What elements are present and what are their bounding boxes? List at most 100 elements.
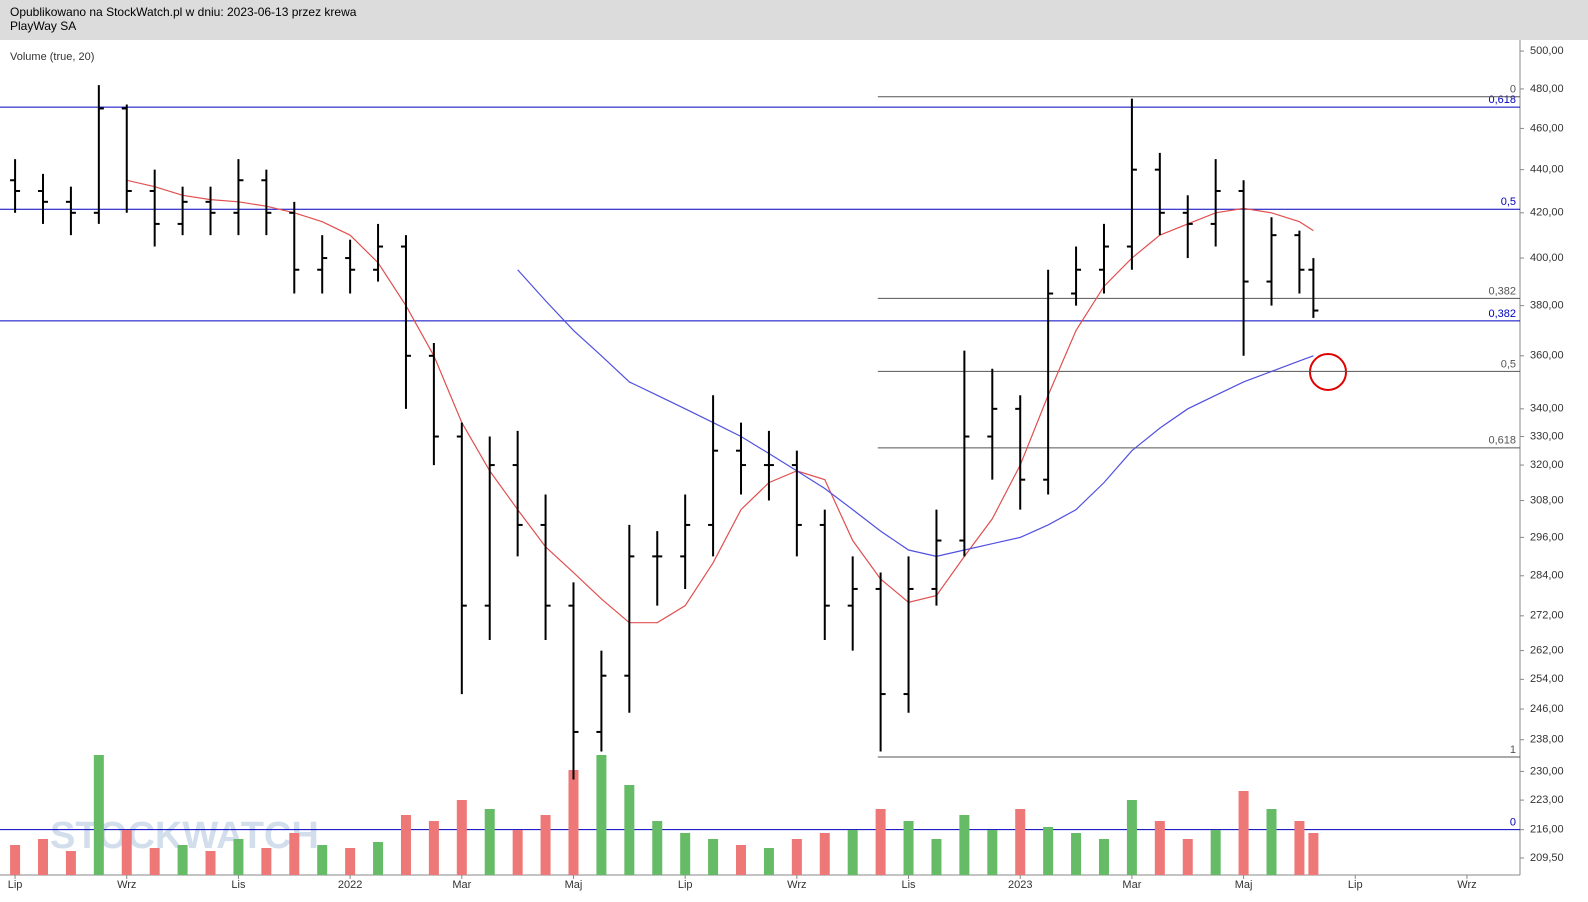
volume-bar xyxy=(1126,800,1137,875)
volume-bar xyxy=(736,845,747,875)
volume-bar xyxy=(1154,821,1165,875)
moving-average xyxy=(126,179,1314,624)
volume-bar xyxy=(149,848,160,875)
y-tick-label: 246,00 xyxy=(1530,703,1564,715)
y-tick-label: 238,00 xyxy=(1530,734,1564,746)
x-tick-label: Wrz xyxy=(117,879,136,891)
y-tick-label: 272,00 xyxy=(1530,610,1564,622)
volume-bar xyxy=(456,800,467,875)
y-tick-label: 230,00 xyxy=(1530,765,1564,777)
volume-bar xyxy=(10,845,21,875)
fib-label: 0,5 xyxy=(1501,196,1516,208)
volume-bar xyxy=(959,815,970,875)
y-tick-label: 340,00 xyxy=(1530,403,1564,415)
volume-bar xyxy=(233,839,244,875)
volume-bar xyxy=(903,821,914,875)
volume-bar xyxy=(680,833,691,875)
volume-bar xyxy=(93,755,104,875)
fib-label: 0,618 xyxy=(1488,435,1516,447)
y-tick-label: 360,00 xyxy=(1530,350,1564,362)
volume-bar xyxy=(596,755,607,875)
volume-bar xyxy=(317,845,328,875)
y-tick-label: 460,00 xyxy=(1530,122,1564,134)
publish-line: Opublikowano na StockWatch.pl w dniu: 20… xyxy=(10,5,357,19)
x-tick-label: Maj xyxy=(1235,879,1253,891)
volume-bar xyxy=(1266,809,1277,875)
volume-bar xyxy=(987,830,998,875)
y-tick-label: 420,00 xyxy=(1530,207,1564,219)
volume-bar xyxy=(763,848,774,875)
volume-bar xyxy=(1098,839,1109,875)
x-tick-label: Mar xyxy=(452,879,471,891)
fib-label: 0,382 xyxy=(1488,308,1516,320)
volume-bar xyxy=(1210,830,1221,875)
x-tick-label: 2022 xyxy=(338,879,362,891)
x-tick-label: Lip xyxy=(8,879,23,891)
volume-bar xyxy=(205,851,216,875)
plot-area xyxy=(0,40,1520,875)
header: Opublikowano na StockWatch.pl w dniu: 20… xyxy=(0,0,1588,40)
volume-bar xyxy=(540,815,551,875)
y-tick-label: 262,00 xyxy=(1530,644,1564,656)
volume-bar xyxy=(931,839,942,875)
volume-bar xyxy=(428,821,439,875)
volume-bar xyxy=(177,845,188,875)
volume-bar xyxy=(1015,809,1026,875)
fib-label: 0,5 xyxy=(1501,358,1516,370)
y-tick-label: 330,00 xyxy=(1530,430,1564,442)
volume-bar xyxy=(652,821,663,875)
volume-bar xyxy=(708,839,719,875)
volume-bar xyxy=(1238,791,1249,875)
volume-bar xyxy=(484,809,495,875)
volume-bar xyxy=(37,839,48,875)
volume-bar xyxy=(121,830,132,875)
x-tick-label: Lis xyxy=(902,879,917,891)
volume-bar xyxy=(847,830,858,875)
volume-bar xyxy=(568,770,579,875)
y-tick-label: 209,50 xyxy=(1530,852,1564,864)
x-tick-label: Wrz xyxy=(787,879,806,891)
volume-bar xyxy=(261,848,272,875)
instrument-name: PlayWay SA xyxy=(10,19,77,33)
y-tick-label: 308,00 xyxy=(1530,494,1564,506)
volume-bar xyxy=(1308,833,1319,875)
x-tick-label: Maj xyxy=(565,879,583,891)
y-tick-label: 254,00 xyxy=(1530,673,1564,685)
x-tick-label: Lis xyxy=(231,879,246,891)
volume-bar xyxy=(819,833,830,875)
y-tick-label: 380,00 xyxy=(1530,300,1564,312)
fib-label: 1 xyxy=(1510,744,1516,756)
volume-bar xyxy=(1182,839,1193,875)
volume-bar xyxy=(512,830,523,875)
fib-label: 0 xyxy=(1510,84,1516,96)
y-tick-label: 284,00 xyxy=(1530,570,1564,582)
y-tick-label: 320,00 xyxy=(1530,459,1564,471)
y-tick-label: 216,00 xyxy=(1530,824,1564,836)
x-tick-label: Mar xyxy=(1122,879,1141,891)
y-tick-label: 500,00 xyxy=(1530,45,1564,57)
volume-bar xyxy=(1294,821,1305,875)
volume-bar xyxy=(624,785,635,875)
y-tick-label: 480,00 xyxy=(1530,83,1564,95)
x-tick-label: Wrz xyxy=(1457,879,1476,891)
volume-bar xyxy=(791,839,802,875)
volume-bar xyxy=(400,815,411,875)
indicator-label: Volume (true, 20) xyxy=(10,51,94,63)
x-tick-label: Lip xyxy=(678,879,693,891)
volume-bar xyxy=(1043,827,1054,875)
volume-bar xyxy=(875,809,886,875)
y-tick-label: 440,00 xyxy=(1530,164,1564,176)
y-tick-label: 400,00 xyxy=(1530,252,1564,264)
annotation-circle xyxy=(1309,353,1347,391)
moving-average xyxy=(517,269,1314,558)
y-tick-label: 223,00 xyxy=(1530,794,1564,806)
volume-bar xyxy=(65,851,76,875)
volume-bar xyxy=(1071,833,1082,875)
fib-label: 0,618 xyxy=(1488,94,1516,106)
x-tick-label: 2023 xyxy=(1008,879,1032,891)
fib-label: 0 xyxy=(1510,817,1516,829)
y-tick-label: 296,00 xyxy=(1530,531,1564,543)
volume-bar xyxy=(345,848,356,875)
x-tick-label: Lip xyxy=(1348,879,1363,891)
